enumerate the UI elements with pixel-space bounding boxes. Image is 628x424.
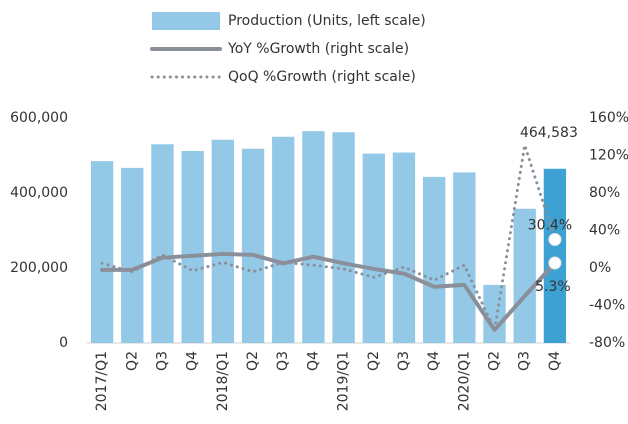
bar — [272, 136, 295, 343]
data-label: 30.4% — [528, 218, 572, 234]
bar — [422, 176, 446, 343]
x-tick-label: Q2 — [487, 351, 503, 371]
bar — [211, 139, 235, 343]
data-label: 464,583 — [520, 125, 578, 141]
bar — [332, 132, 355, 343]
point-marker — [548, 256, 562, 270]
x-tick-label: Q3 — [396, 351, 412, 371]
x-tick-label: 2017/Q1 — [94, 351, 110, 411]
y2-tick-label: -40% — [589, 298, 625, 314]
y2-tick-label: 40% — [589, 223, 620, 239]
legend-label: YoY %Growth (right scale) — [227, 41, 409, 57]
y-tick-label: 400,000 — [10, 185, 68, 201]
x-tick-label: Q4 — [305, 351, 321, 371]
bar — [90, 161, 114, 343]
y-tick-label: 0 — [59, 335, 68, 351]
y-tick-label: 600,000 — [10, 110, 68, 126]
x-tick-label: 2019/Q1 — [336, 351, 352, 411]
bar — [362, 153, 385, 343]
x-tick-label: Q3 — [275, 351, 291, 371]
bar — [121, 167, 144, 343]
x-tick-label: Q4 — [547, 351, 563, 371]
x-tick-label: 2020/Q1 — [456, 351, 472, 411]
x-tick-label: Q4 — [426, 351, 442, 371]
qoq-line — [100, 143, 557, 332]
x-tick-label: Q2 — [124, 351, 140, 371]
x-tick-label: Q4 — [185, 351, 201, 371]
bar — [151, 144, 174, 343]
y2-tick-label: 80% — [589, 185, 620, 201]
bar — [453, 172, 476, 343]
x-tick-label: Q3 — [517, 351, 533, 371]
x-tick-label: 2018/Q1 — [215, 351, 231, 411]
bar — [543, 168, 567, 343]
legend-swatch — [152, 12, 220, 30]
bar — [241, 148, 265, 343]
y2-tick-label: -80% — [589, 335, 625, 351]
legend-label: Production (Units, left scale) — [228, 13, 426, 29]
legend-label: QoQ %Growth (right scale) — [228, 69, 416, 85]
y-tick-label: 200,000 — [10, 260, 68, 276]
bar — [181, 151, 204, 343]
y2-tick-label: 160% — [589, 110, 628, 126]
bar — [513, 208, 536, 343]
y2-tick-label: 0% — [589, 260, 611, 276]
y2-tick-label: 120% — [589, 148, 628, 164]
x-tick-label: Q2 — [245, 351, 261, 371]
data-label: 5.3% — [535, 279, 571, 295]
point-marker — [548, 233, 562, 246]
yoy-line — [100, 251, 557, 332]
x-tick-label: Q3 — [154, 351, 170, 371]
bar — [302, 131, 325, 343]
bar — [392, 152, 416, 343]
x-tick-label: Q2 — [366, 351, 382, 371]
